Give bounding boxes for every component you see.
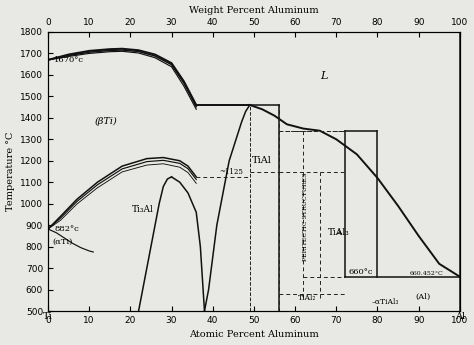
Text: TiAl₃: TiAl₃ bbox=[328, 228, 350, 237]
Text: PERITECTIC STRUCTURES: PERITECTIC STRUCTURES bbox=[303, 172, 308, 261]
Text: ~1125: ~1125 bbox=[219, 168, 243, 176]
Text: 882°c: 882°c bbox=[54, 225, 79, 233]
Text: 660°c: 660°c bbox=[348, 268, 373, 276]
Text: 660.452°C: 660.452°C bbox=[410, 270, 443, 276]
Text: TiAl₂: TiAl₂ bbox=[298, 294, 317, 302]
Text: L: L bbox=[320, 71, 328, 81]
Text: Al: Al bbox=[455, 312, 465, 321]
X-axis label: Atomic Percent Aluminum: Atomic Percent Aluminum bbox=[189, 331, 319, 339]
Text: (Al): (Al) bbox=[415, 293, 430, 301]
Text: Ti: Ti bbox=[43, 312, 53, 321]
Text: TiAl: TiAl bbox=[252, 156, 272, 165]
Text: Ti₃Al: Ti₃Al bbox=[132, 205, 154, 214]
Text: (βTi): (βTi) bbox=[94, 117, 117, 126]
Text: 1670°c: 1670°c bbox=[54, 56, 84, 64]
Y-axis label: Temperature °C: Temperature °C bbox=[6, 132, 15, 211]
X-axis label: Weight Percent Aluminum: Weight Percent Aluminum bbox=[189, 6, 319, 14]
Text: (αTi): (αTi) bbox=[52, 237, 73, 245]
Text: –αTiAl₃: –αTiAl₃ bbox=[372, 297, 400, 306]
